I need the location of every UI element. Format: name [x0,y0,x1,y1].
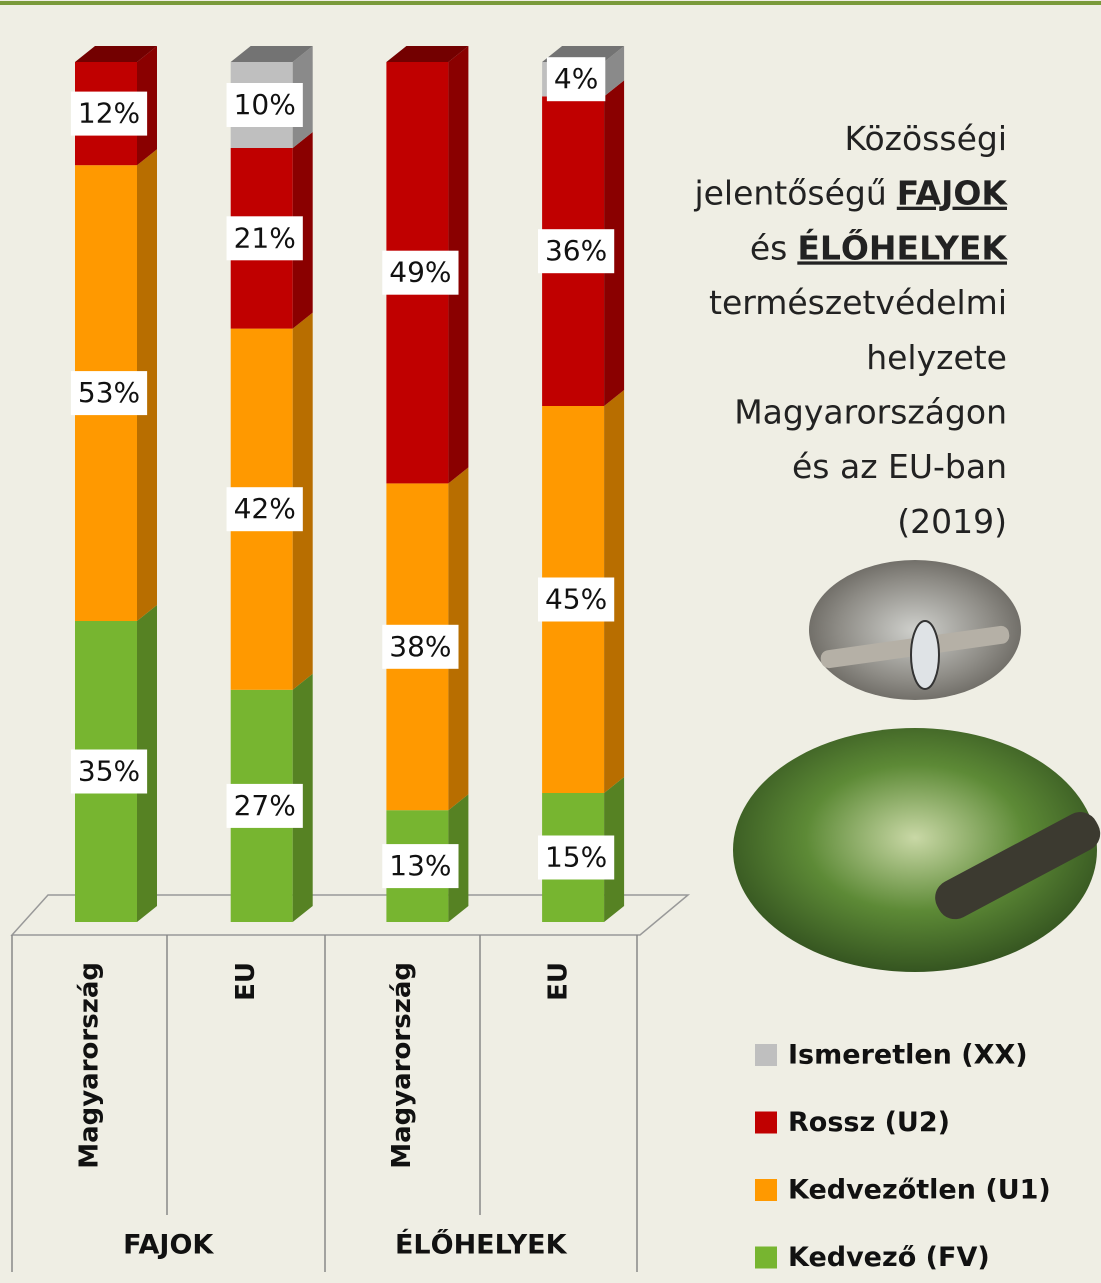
title-part: jelentőségű [693,173,886,212]
legend-label: Ismeretlen (XX) [788,1040,1028,1071]
legend-label: Kedvezőtlen (U1) [788,1175,1051,1206]
title-line: Közösségi [844,119,1007,158]
data-label: 35% [71,750,147,794]
x-tick-label: EU [543,962,573,1001]
x-tick-label: EU [231,962,261,1001]
legend-swatch [755,1112,777,1134]
data-label: 13% [382,844,458,888]
data-label-text: 27% [234,789,296,822]
title-part: ÉLŐHELYEK [797,227,1008,267]
data-label: 38% [382,625,458,669]
data-label-text: 35% [78,755,140,788]
title-part: és az EU-ban [792,447,1007,486]
title-line: jelentőségű FAJOK [693,173,1008,212]
title-part: helyzete [866,337,1007,376]
legend-swatch [755,1179,777,1201]
title-part: Közösségi [844,119,1007,158]
data-label-text: 49% [389,256,451,289]
title-part: Magyarországon [734,392,1007,431]
data-label-text: 21% [234,221,296,254]
data-label: 45% [538,578,614,622]
data-label: 21% [227,216,303,260]
legend-swatch [755,1247,777,1269]
data-label-text: 10% [234,88,296,121]
legend-label: Rossz (U2) [788,1107,950,1138]
title-line: és az EU-ban [792,447,1007,486]
group-label: ÉLŐHELYEK [395,1229,568,1261]
data-label: 53% [71,371,147,415]
title-part: és [750,228,788,267]
data-label: 4% [547,57,605,101]
data-label: 36% [538,229,614,273]
title-line: helyzete [866,337,1007,376]
data-label-text: 36% [545,234,607,267]
data-label-text: 12% [78,97,140,130]
data-label-text: 15% [545,841,607,874]
data-label-text: 42% [234,492,296,525]
x-tick-label: Magyarország [387,962,417,1169]
data-label-text: 45% [545,583,607,616]
data-label: 15% [538,836,614,880]
data-label: 27% [227,784,303,828]
group-label: FAJOK [123,1230,214,1261]
data-label-text: 4% [554,62,598,95]
x-tick-label: Magyarország [75,962,105,1169]
data-label: 42% [227,487,303,531]
title-line: természetvédelmi [709,283,1007,322]
data-label: 12% [71,92,147,136]
data-label: 10% [227,83,303,127]
data-label-text: 53% [78,376,140,409]
title-part: FAJOK [897,173,1009,212]
legend-label: Kedvező (FV) [788,1242,990,1273]
title-line: (2019) [897,501,1007,540]
data-label-text: 38% [389,630,451,663]
data-label-text: 13% [389,849,451,882]
title-line: Magyarországon [734,392,1007,431]
title-part: természetvédelmi [709,283,1007,322]
legend-swatch [755,1044,777,1066]
title-part: (2019) [897,501,1007,540]
chart: 35% 53% 12% Magyarország 27% 42% 21% 10% EU 13% 38… [0,0,1101,1279]
data-label: 49% [382,251,458,295]
photo-beetle [911,621,939,689]
